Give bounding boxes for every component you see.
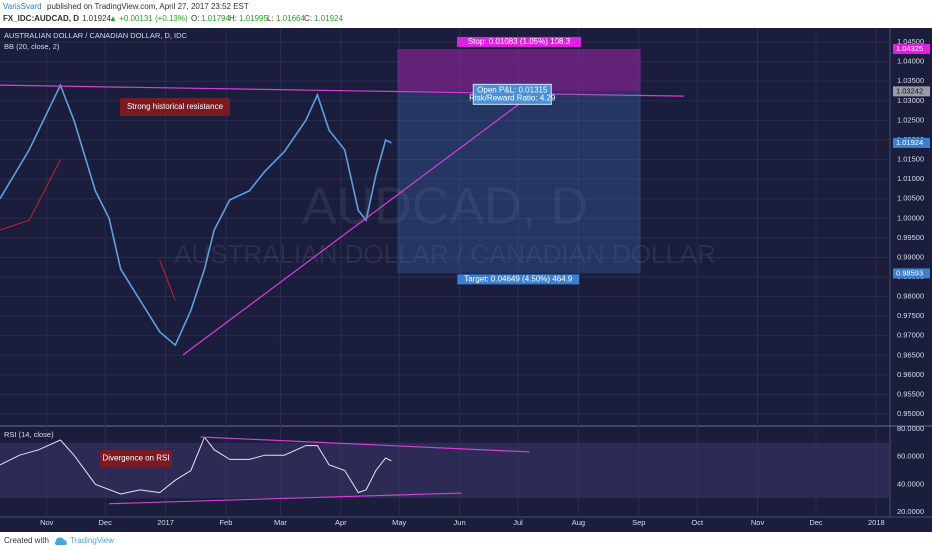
watermark-symbol: AUDCAD, D [302, 178, 588, 236]
y-tick-label: 1.04000 [897, 57, 924, 66]
y-tick-label: 60.0000 [897, 452, 924, 461]
x-tick-label: Apr [335, 518, 347, 527]
y-tick-label: 0.97000 [897, 331, 924, 340]
price-tag: 1.04325 [896, 44, 923, 53]
high: 1.01995 [239, 14, 268, 23]
y-tick-label: 0.97500 [897, 311, 924, 320]
rsi-title: RSI (14, close) [4, 430, 54, 439]
y-tick-label: 0.95000 [897, 409, 924, 418]
rsi-line [0, 436, 392, 495]
price-line [0, 83, 392, 347]
x-tick-label: Sep [632, 518, 645, 527]
y-tick-label: 80.0000 [897, 424, 924, 433]
annotation: Divergence on RSI [102, 454, 169, 463]
x-tick-label: Mar [274, 518, 287, 527]
symbol: FX_IDC:AUDCAD, D [3, 14, 79, 23]
trend-line [109, 492, 462, 505]
stop-label-bg [457, 36, 582, 47]
y-tick-label: 0.96500 [897, 350, 924, 359]
y-tick-label: 1.00000 [897, 213, 924, 222]
change: ▲ +0.00131 (+0.13%) [109, 14, 188, 23]
footer-logo [55, 537, 67, 545]
trend-line [182, 95, 531, 356]
low: 1.01664 [276, 14, 305, 23]
y-tick-label: 1.02500 [897, 115, 924, 124]
annotation-bg [100, 450, 172, 467]
price-tag-bg [893, 137, 930, 148]
author[interactable]: VarisSvard [3, 2, 42, 11]
y-tick-label: 0.98000 [897, 292, 924, 301]
target-label: Target: 0.04649 (4.50%) 464.9 [464, 274, 573, 283]
y-tick-label: 1.01500 [897, 155, 924, 164]
annotation-bg [120, 98, 230, 116]
target-zone [397, 91, 641, 274]
watermark-description: AUSTRALIAN DOLLAR / CANADIAN DOLLAR [174, 239, 716, 269]
y-tick-label: 1.04500 [897, 37, 924, 46]
x-tick-label: Dec [809, 518, 823, 527]
x-tick-label: Dec [98, 518, 112, 527]
footer-brand[interactable]: TradingView [70, 536, 114, 545]
price-tag-bg [893, 86, 930, 97]
x-tick-label: Jun [454, 518, 466, 527]
y-tick-label: 0.95500 [897, 389, 924, 398]
low-label: L: [267, 14, 274, 23]
close-label: C: [304, 14, 312, 23]
y-tick-label: 40.0000 [897, 479, 924, 488]
price-tag: 1.03242 [896, 86, 923, 95]
pnl-label: Open P&L: 0.01315 [477, 85, 548, 94]
high-label: H: [229, 14, 237, 23]
footer-created: Created with [4, 536, 49, 545]
close: 1.01924 [314, 14, 343, 23]
x-tick-label: Jul [513, 518, 523, 527]
y-tick-label: 0.96000 [897, 370, 924, 379]
y-tick-label: 1.03500 [897, 76, 924, 85]
target-label-bg [457, 274, 580, 285]
published: published on TradingView.com, April 27, … [47, 2, 249, 11]
price: 1.01924 [82, 14, 111, 23]
x-tick-label: 2017 [157, 518, 174, 527]
y-tick-label: 0.99500 [897, 233, 924, 242]
price-tag-bg [893, 43, 930, 54]
x-tick-label: Oct [691, 518, 704, 527]
trend-line [0, 84, 684, 97]
annotation: Strong historical resistance [127, 102, 224, 111]
x-tick-label: May [392, 518, 406, 527]
x-tick-label: Feb [219, 518, 232, 527]
x-tick-label: Aug [572, 518, 585, 527]
pnl-label-bg [472, 83, 552, 105]
x-tick-label: Nov [751, 518, 765, 527]
y-tick-label: 1.01000 [897, 174, 924, 183]
price-tag-bg [893, 268, 930, 279]
y-tick-label: 1.00500 [897, 194, 924, 203]
y-tick-label: 20.0000 [897, 507, 924, 516]
pane-title: AUSTRALIAN DOLLAR / CANADIAN DOLLAR, D, … [4, 31, 188, 40]
y-tick-label: 0.99000 [897, 252, 924, 261]
x-tick-label: 2018 [868, 518, 885, 527]
price-tag: 1.01924 [896, 138, 923, 147]
open: 1.01794 [201, 14, 230, 23]
stop-label: Stop: 0.01083 (1.05%) 108.3 [468, 37, 571, 46]
rr-label: Risk/Reward Ratio: 4.29 [469, 93, 556, 102]
y-tick-label: 1.03000 [897, 96, 924, 105]
open-label: O: [191, 14, 199, 23]
indicator-title: BB (20, close, 2) [4, 42, 60, 51]
trend-line [200, 436, 530, 453]
x-tick-label: Nov [40, 518, 54, 527]
price-tag: 0.98593 [896, 268, 923, 277]
